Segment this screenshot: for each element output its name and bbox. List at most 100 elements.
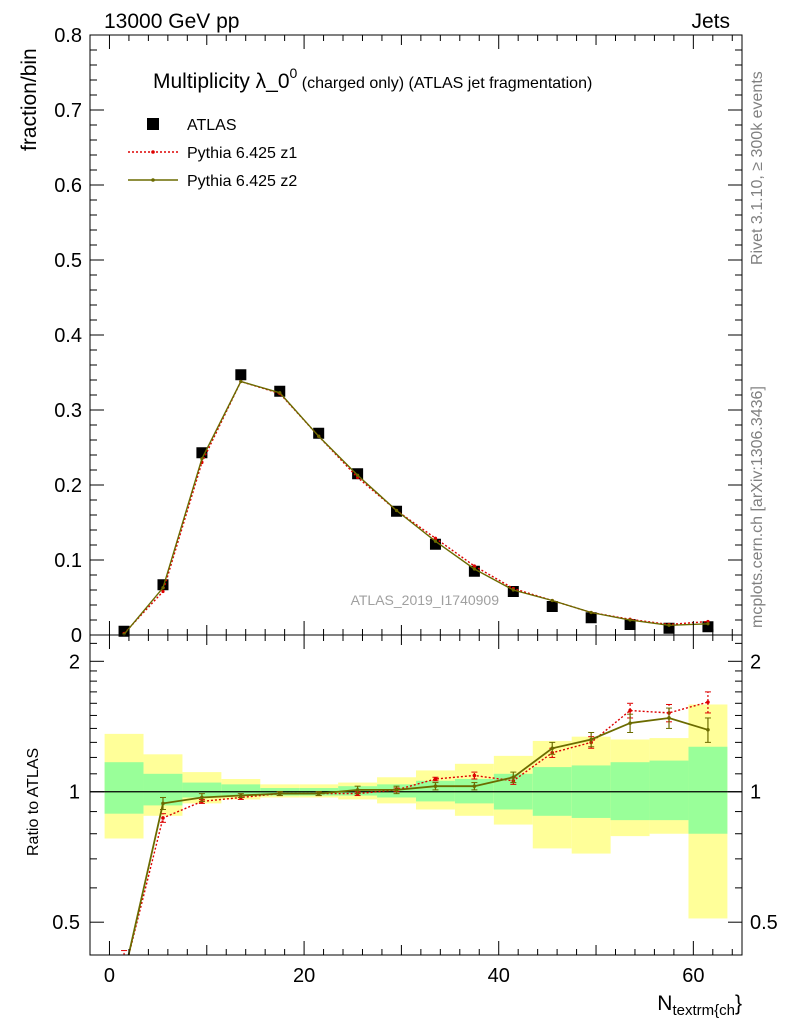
ratio-point	[355, 788, 360, 792]
ratio-point	[433, 784, 438, 788]
main-ytick-label: 0.7	[54, 100, 82, 122]
atlas-marker	[624, 619, 636, 630]
z2-point	[589, 610, 593, 615]
ratio-point	[239, 793, 243, 798]
ratio-ylabel: Ratio to ATLAS	[25, 748, 42, 856]
z2-point	[356, 473, 360, 477]
band-inner	[221, 784, 261, 796]
main-ylabel: fraction/bin	[18, 48, 41, 151]
atlas-marker	[702, 621, 714, 633]
z1-point	[161, 589, 165, 594]
z2-point	[550, 598, 554, 603]
main-ytick-label: 0.6	[54, 175, 82, 197]
xlabel-main: N	[657, 992, 672, 1015]
ratio-point	[316, 791, 321, 796]
band-inner	[688, 746, 728, 834]
ratio-z2-line	[127, 717, 709, 955]
main-ytick-label: 0.5	[54, 250, 82, 272]
legend-label: Pythia 6.425 z1	[187, 145, 297, 162]
z2-point	[239, 379, 243, 384]
mcplots-label: mcplots.cern.ch [arXiv:1306.3436]	[749, 386, 766, 628]
atlas-marker	[429, 538, 441, 550]
rivet-label: Rivet 3.1.10, ≥ 300k events	[749, 71, 766, 265]
ratio-point	[628, 721, 632, 725]
main-ytick-label: 0.8	[54, 25, 82, 47]
legend: ATLAS Pythia 6.425 z1 Pythia 6.425 z2	[128, 117, 297, 190]
legend-atlas-marker	[147, 118, 159, 130]
analysis-watermark: ATLAS_2019_I1740909	[351, 592, 500, 608]
z1-point	[472, 564, 476, 568]
ratio-point	[706, 700, 710, 704]
z2-point	[667, 623, 671, 627]
z2-point	[472, 567, 476, 571]
ratio-ytick-label-right: 2	[750, 651, 761, 673]
ratio-xtick-label: 20	[293, 965, 315, 987]
ratio-series	[90, 691, 742, 976]
z1-line	[123, 380, 708, 634]
main-ytick-label: 0	[71, 625, 82, 647]
ratio-point	[277, 791, 282, 796]
band-inner	[182, 782, 222, 798]
legend-point	[151, 150, 155, 154]
z2-point	[278, 391, 282, 395]
z2-point	[706, 622, 710, 626]
ratio-xtick-label: 60	[682, 965, 704, 987]
band-inner	[104, 762, 144, 814]
header-left: 13000 GeV pp	[104, 10, 239, 33]
title-sup: 0	[290, 65, 298, 81]
ratio-point	[472, 773, 477, 778]
ratio-point	[706, 727, 710, 732]
atlas-marker	[468, 565, 480, 577]
main-axes: 0 0.1 0.2 0.3 0.4 0.5 0.6 0.7 0.8	[54, 25, 743, 647]
main-ytick-label: 0.2	[54, 475, 82, 497]
atlas-marker	[157, 579, 169, 591]
xlabel: Ntextrm{ch}	[657, 992, 742, 1019]
header-right: Jets	[691, 10, 730, 33]
atlas-marker	[118, 625, 130, 637]
z2-point	[317, 434, 321, 438]
ratio-point	[511, 775, 516, 780]
atlas-marker	[663, 622, 675, 634]
ratio-xtick-label: 40	[488, 965, 510, 987]
ratio-point	[550, 746, 555, 751]
ratio-xtick-label: 0	[104, 965, 115, 987]
atlas-marker	[313, 427, 325, 439]
ratio-frame	[89, 634, 743, 956]
main-ytick-label: 0.1	[54, 550, 82, 572]
ratio-point	[161, 801, 165, 806]
ratio-ytick-label: 0.5	[52, 912, 80, 934]
ratio-ytick-label-right: 1	[750, 782, 761, 804]
title-main: Multiplicity λ_0	[153, 70, 290, 93]
z1-point	[706, 619, 710, 624]
ratio-point	[472, 784, 477, 788]
legend-label: Pythia 6.425 z2	[187, 173, 297, 190]
z2-point	[200, 457, 204, 461]
main-series	[118, 369, 714, 637]
ratio-ytick-label-right: 0.5	[750, 912, 778, 934]
atlas-marker	[196, 447, 208, 459]
ratio-point	[433, 777, 438, 781]
z2-point	[394, 508, 399, 513]
atlas-marker	[235, 369, 247, 381]
ratio-bands	[104, 704, 728, 919]
ratio-ytick-label: 1	[69, 782, 80, 804]
atlas-marker	[546, 601, 558, 612]
z2-point	[511, 588, 515, 592]
xlabel-close: }	[735, 992, 742, 1015]
ratio-point	[161, 816, 165, 820]
band-inner	[649, 760, 689, 821]
ratio-ytick-label: 2	[69, 651, 80, 673]
z1-point	[433, 536, 438, 540]
main-ytick-label: 0.4	[54, 325, 82, 347]
ratio-point	[628, 708, 632, 713]
plot-title: Multiplicity λ_00 (charged only) (ATLAS …	[153, 65, 592, 93]
xlabel-sub: textrm{ch	[672, 1002, 735, 1019]
legend-point	[151, 178, 155, 182]
ratio-point	[394, 788, 399, 792]
atlas-marker	[585, 612, 597, 624]
z2-point	[161, 586, 165, 590]
main-ytick-label: 0.3	[54, 400, 82, 422]
ratio-point	[200, 795, 204, 800]
ratio-point	[122, 972, 126, 976]
ratio-point	[667, 716, 671, 720]
